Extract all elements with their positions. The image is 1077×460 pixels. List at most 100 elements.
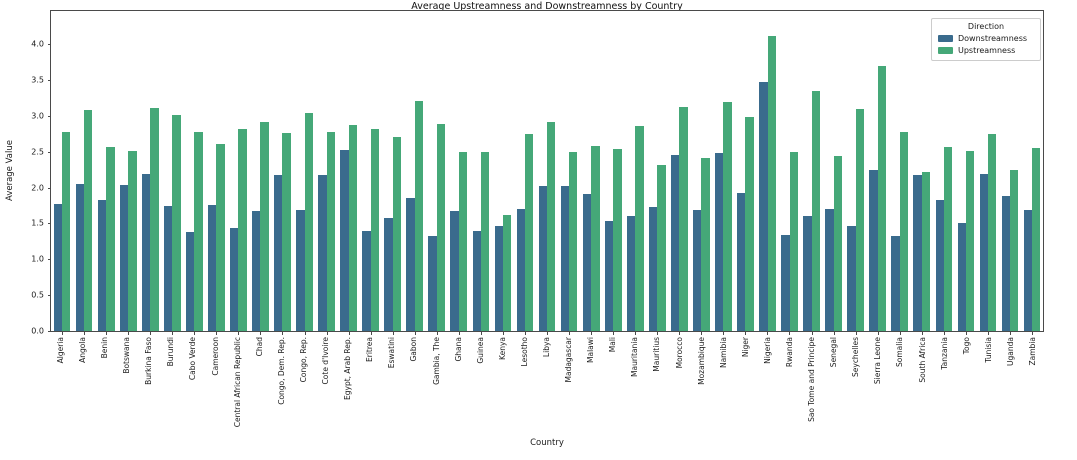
x-tick-label: Tanzania [939, 337, 949, 370]
bar-downstreamness [847, 225, 856, 331]
bar-group [668, 11, 690, 331]
x-tick-cell: Central African Republic [227, 337, 249, 427]
bar-downstreamness [119, 184, 129, 331]
y-tick-label: 4.0 [31, 39, 44, 49]
x-tick-mark [1031, 331, 1033, 335]
x-tick-label: Malawi [586, 337, 596, 363]
bar-downstreamness [538, 186, 548, 331]
x-tick-cell: Burundi [160, 337, 182, 427]
bar-downstreamness [935, 200, 944, 331]
bar-upstreamness [635, 125, 644, 331]
bar-group [316, 11, 338, 331]
y-tick-label: 2.5 [31, 147, 44, 157]
bar-group [161, 11, 183, 331]
bar-group [360, 11, 382, 331]
bar-group [646, 11, 668, 331]
bar-downstreamness [141, 173, 151, 331]
x-tick-mark [524, 331, 526, 335]
x-tick-label: Congo, Dem. Rep. [276, 337, 286, 405]
x-tick-cell: Somalia [890, 337, 912, 427]
x-tick-label: Benin [100, 337, 110, 359]
bar-downstreamness [318, 175, 327, 331]
bar-downstreamness [759, 82, 768, 331]
bar-upstreamness [458, 151, 468, 331]
x-tick-cell: Botswana [116, 337, 138, 427]
bar-downstreamness [472, 230, 481, 331]
bar-downstreamness [362, 230, 371, 331]
x-tick-cell: Guinea [470, 337, 492, 427]
bar-downstreamness [604, 220, 614, 331]
y-tick-label: 2.0 [31, 183, 44, 192]
bar-group [426, 11, 448, 331]
x-tick-label: Eritrea [365, 337, 375, 362]
x-tick-cell: Sao Tome and Principe [801, 337, 823, 427]
x-tick-label: Algeria [55, 337, 65, 364]
x-tick-mark [679, 331, 681, 335]
x-tick-mark [965, 331, 967, 335]
x-tick-mark [745, 331, 747, 335]
bar-upstreamness [877, 65, 887, 331]
bar-upstreamness [679, 107, 688, 331]
x-tick-mark [833, 331, 835, 335]
bar-downstreamness [626, 216, 636, 331]
x-tick-cell: Sierra Leone [867, 337, 889, 427]
y-tick-mark [47, 223, 51, 225]
x-tick-mark [304, 331, 306, 335]
bar-upstreamness [943, 146, 953, 331]
x-tick-label: Sierra Leone [873, 337, 883, 385]
x-tick-cell: Libya [536, 337, 558, 427]
bar-downstreamness [715, 153, 724, 331]
bar-upstreamness [569, 151, 578, 331]
x-tick-label: Nigeria [762, 337, 772, 364]
bar-upstreamness [62, 132, 71, 331]
bar-downstreamness [1001, 196, 1011, 331]
bar-group [757, 11, 779, 331]
bar-downstreamness [274, 175, 283, 331]
bar-upstreamness [436, 123, 446, 331]
x-tick-label: Somalia [895, 337, 905, 368]
bar-upstreamness [172, 115, 181, 331]
bar-upstreamness [216, 143, 225, 331]
bar-downstreamness [781, 234, 790, 331]
legend-item: Upstreamness [938, 46, 1034, 55]
bar-downstreamness [75, 183, 85, 331]
x-tick-label: Morocco [674, 337, 684, 369]
x-tick-mark [877, 331, 879, 335]
bar-group [734, 11, 756, 331]
x-tick-mark [172, 331, 174, 335]
x-tick-label: Gabon [409, 337, 419, 362]
bar-group [955, 11, 977, 331]
bar-upstreamness [899, 131, 909, 331]
bar-upstreamness [723, 102, 732, 331]
x-tick-mark [657, 331, 659, 335]
x-tick-labels: Algeria Angola Benin Botswana Burkina Faso Bu… [50, 337, 1044, 427]
x-tick-label: Cameroon [210, 337, 220, 376]
x-tick-mark [392, 331, 394, 335]
bar-upstreamness [591, 145, 600, 331]
x-tick-mark [502, 331, 504, 335]
bar-upstreamness [502, 214, 512, 331]
x-tick-cell: Congo, Rep. [293, 337, 315, 427]
bar-group [823, 11, 845, 331]
x-tick-mark [613, 331, 615, 335]
bar-group [338, 11, 360, 331]
x-tick-cell: Eswatini [381, 337, 403, 427]
bar-downstreamness [913, 175, 922, 331]
bar-group [139, 11, 161, 331]
x-tick-mark [789, 331, 791, 335]
bar-group [845, 11, 867, 331]
bar-group [889, 11, 911, 331]
x-tick-mark [128, 331, 130, 335]
bar-downstreamness [406, 197, 415, 331]
x-tick-label: Togo [961, 337, 971, 355]
bar-group [933, 11, 955, 331]
bar-downstreamness [450, 211, 459, 331]
bar-upstreamness [282, 132, 291, 331]
x-tick-mark [282, 331, 284, 335]
bar-group [536, 11, 558, 331]
bar-upstreamness [1032, 148, 1041, 331]
bar-upstreamness [414, 101, 424, 331]
legend-items: Downstreamness Upstreamness [938, 34, 1034, 55]
bar-group [999, 11, 1021, 331]
bar-upstreamness [238, 128, 247, 331]
